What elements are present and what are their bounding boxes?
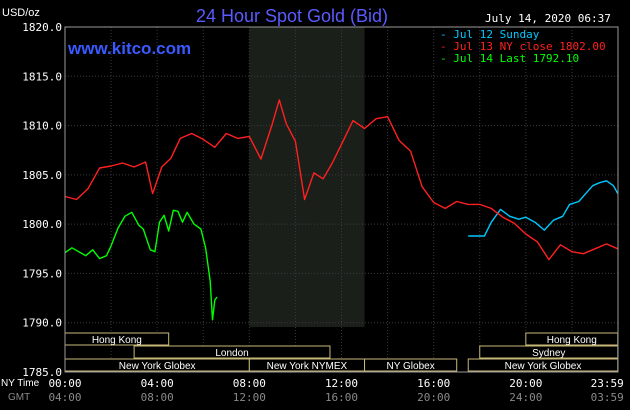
legend-entry: - Jul 14 Last 1792.10 [440,52,579,65]
price-series [64,99,619,321]
x-axis-ticks: 00:0004:0004:0008:0008:0012:0012:0016:00… [48,377,623,404]
session-label: Hong Kong [92,335,142,346]
date-label: July 14, 2020 06:37 [485,12,611,25]
x-row-label-ny: NY Time [1,378,40,389]
session-label: New York NYMEX [267,361,348,372]
market-session-bars: Hong Kong London New York Globex New York N… [64,332,619,372]
x-tick-label-ny: 00:00 [48,377,81,390]
x-tick-label-gmt: 03:59 [591,391,624,404]
y-unit-label: USD/oz [2,7,40,19]
session-bar [364,358,458,372]
session-label: Sydney [532,348,565,359]
session-label: Hong Kong [547,335,597,346]
nymex-session-shade [249,27,365,327]
plot-border [64,26,619,373]
series-line [64,99,619,261]
x-tick-label-ny: 04:00 [141,377,174,390]
x-tick-label-gmt: 24:00 [509,391,542,404]
x-tick-label-ny: 23:59 [591,377,624,390]
session-label: New York Globex [119,361,196,372]
session-label: London [215,348,248,359]
y-tick-label: 1805.0 [22,169,62,182]
session-label: New York Globex [505,361,582,372]
legend-entry: - Jul 12 Sunday [440,28,540,41]
legend-entry: - Jul 13 NY close 1802.00 [440,40,606,53]
x-tick-label-gmt: 08:00 [141,391,174,404]
y-tick-label: 1820.0 [22,21,62,34]
y-tick-label: 1785.0 [22,366,62,379]
y-tick-label: 1815.0 [22,70,62,83]
session-bar [133,345,331,359]
series-line [64,209,218,321]
series-line [468,180,619,237]
y-tick-label: 1810.0 [22,120,62,133]
y-tick-label: 1795.0 [22,267,62,280]
x-tick-label-ny: 12:00 [325,377,358,390]
x-tick-label-gmt: 20:00 [417,391,450,404]
x-tick-label-ny: 16:00 [417,377,450,390]
y-axis-ticks: 1820.0 1815.0 1810.0 1805.0 1800.0 1795.0 1790… [22,21,62,379]
x-tick-label-ny: 20:00 [509,377,542,390]
legend: - Jul 12 Sunday- Jul 13 NY close 1802.00… [440,28,606,65]
x-tick-label-gmt: 04:00 [48,391,81,404]
chart-title: 24 Hour Spot Gold (Bid) [196,6,388,26]
x-tick-label-ny: 08:00 [233,377,266,390]
x-tick-label-gmt: 12:00 [233,391,266,404]
y-tick-label: 1800.0 [22,218,62,231]
x-row-label-gmt: GMT [8,392,30,403]
session-label: NY Globex [387,361,435,372]
x-tick-label-gmt: 16:00 [325,391,358,404]
source-watermark: www.kitco.com [67,39,191,58]
y-tick-label: 1790.0 [22,317,62,330]
